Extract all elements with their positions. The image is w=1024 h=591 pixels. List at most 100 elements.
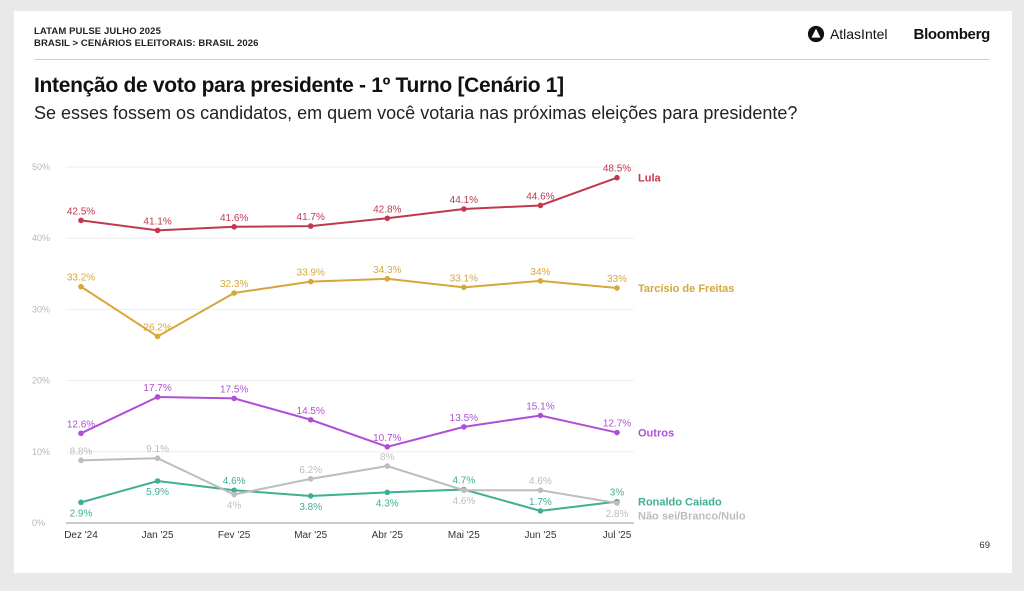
data-point [78, 217, 84, 224]
data-label: 34.3% [373, 265, 401, 276]
chart-subtitle: Se esses fossem os candidatos, em quem v… [34, 103, 798, 123]
series-line [80, 176, 618, 232]
data-label: 41.6% [220, 213, 248, 224]
series-line [80, 395, 618, 448]
data-point [614, 500, 620, 506]
data-label: 15.1% [526, 401, 554, 412]
data-label: 33.2% [67, 273, 95, 284]
data-label: 44.6% [526, 191, 554, 202]
page-number: 69 [979, 540, 990, 551]
data-point [231, 395, 237, 402]
data-point [78, 283, 84, 290]
data-label: 41.7% [297, 212, 325, 223]
series-line [80, 479, 618, 512]
y-tick-label: 10% [32, 447, 50, 457]
data-label: 33.9% [297, 268, 325, 279]
series-name-label: Tarcísio de Freitas [638, 283, 734, 295]
line-chart: 0% 10% 20% 30% 40% 50% Dez '24 Jan '25 Fev '25 Ma… [32, 162, 746, 541]
data-point [78, 430, 84, 437]
data-label: 4.6% [529, 476, 552, 487]
data-label: 5.9% [146, 487, 169, 498]
data-label: 4.6% [452, 496, 475, 507]
data-label: 6.2% [299, 465, 322, 476]
kicker-line-2: BRASIL > CENÁRIOS ELEITORAIS: BRASIL 202… [34, 38, 259, 49]
x-tick-label: Abr '25 [372, 530, 404, 541]
data-label: 4.3% [376, 498, 399, 509]
data-point [537, 278, 544, 284]
data-label: 14.5% [297, 406, 325, 417]
brand-logos: AtlasIntel Bloomberg [807, 25, 990, 43]
data-label: 32.3% [220, 279, 248, 290]
data-point [307, 416, 314, 423]
data-label: 41.1% [143, 216, 171, 227]
data-label: 12.6% [67, 419, 95, 430]
data-label: 2.8% [606, 509, 629, 520]
data-label: 13.5% [450, 413, 478, 424]
data-label: 33% [607, 274, 627, 285]
data-point [78, 499, 84, 506]
data-label: 4.7% [452, 476, 475, 487]
data-label: 3% [610, 488, 625, 499]
x-tick-label: Fev '25 [218, 530, 251, 541]
data-point [384, 489, 391, 496]
data-label: 34% [530, 267, 550, 278]
data-label: 8.8% [70, 446, 93, 457]
kicker-line-1: LATAM PULSE JULHO 2025 [34, 26, 161, 37]
data-point [307, 223, 314, 229]
data-point [537, 508, 544, 514]
y-tick-label: 0% [32, 518, 45, 528]
data-label: 33.1% [450, 273, 478, 284]
data-point [461, 206, 467, 212]
series-name-label: Outros [638, 428, 674, 440]
data-label: 42.5% [67, 206, 95, 217]
data-point [461, 284, 467, 291]
y-tick-label: 40% [32, 233, 50, 243]
x-tick-label: Jun '25 [524, 530, 556, 541]
header-divider [34, 59, 990, 60]
data-point [307, 493, 314, 499]
data-label: 17.7% [143, 383, 171, 394]
data-label: 48.5% [603, 164, 631, 175]
x-tick-label: Mar '25 [294, 530, 327, 541]
series-name-label: Não sei/Branco/Nulo [638, 511, 746, 523]
data-label: 10.7% [373, 433, 401, 444]
data-point [154, 227, 161, 234]
y-tick-label: 50% [32, 162, 50, 172]
data-point [384, 215, 391, 222]
data-point [461, 487, 467, 494]
y-tick-label: 30% [32, 304, 50, 314]
data-point [231, 491, 237, 498]
data-point [154, 333, 161, 340]
data-point [307, 278, 314, 285]
atlasintel-name: AtlasIntel [829, 26, 888, 42]
data-label: 9.1% [146, 444, 169, 455]
x-tick-label: Jul '25 [603, 530, 632, 541]
data-point [78, 457, 84, 464]
data-point [154, 455, 161, 462]
bloomberg-logo: Bloomberg [913, 25, 991, 43]
data-point [231, 487, 237, 494]
chart-title: Intenção de voto para presidente - 1º Tu… [34, 74, 564, 97]
x-tick-label: Mai '25 [448, 530, 480, 541]
slide: LATAM PULSE JULHO 2025 BRASIL > CENÁRIOS… [14, 11, 1012, 573]
data-label: 44.1% [450, 195, 478, 206]
series-name-label: Lula [638, 173, 661, 185]
data-label: 12.7% [603, 419, 631, 430]
series-line [80, 277, 618, 338]
data-point [384, 275, 391, 282]
data-label: 3.8% [299, 502, 322, 513]
y-tick-label: 20% [32, 376, 50, 386]
data-label: 1.7% [529, 497, 552, 508]
series-name-label: Ronaldo Caiado [638, 497, 722, 509]
data-point [614, 174, 620, 181]
kicker: LATAM PULSE JULHO 2025 BRASIL > CENÁRIOS… [34, 26, 259, 50]
data-point [154, 394, 161, 400]
data-point [537, 202, 544, 209]
data-label: 42.8% [373, 204, 401, 215]
data-label: 2.9% [70, 508, 93, 519]
x-tick-label: Jan '25 [142, 530, 174, 541]
data-point [461, 424, 467, 430]
data-label: 26.2% [143, 322, 171, 333]
data-label: 17.5% [220, 384, 248, 395]
data-point [614, 285, 620, 291]
